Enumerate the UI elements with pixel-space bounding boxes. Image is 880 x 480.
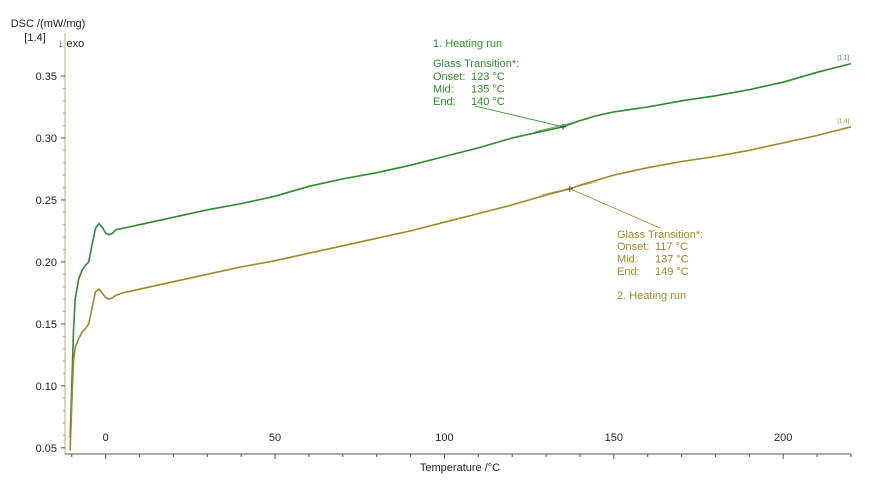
series-2-name: 2. Heating run xyxy=(617,290,686,302)
gt-1-title: Glass Transition*: xyxy=(433,58,519,70)
x-tick-label: 150 xyxy=(605,432,623,444)
gt-2-row-value: 149 °C xyxy=(655,266,689,278)
gt-1-leader xyxy=(474,105,564,128)
x-tick-label: 100 xyxy=(435,432,453,444)
gt-2-leader xyxy=(569,188,661,229)
gt-2-tangent xyxy=(541,181,598,196)
y-tick-label: 0.30 xyxy=(36,133,57,145)
x-tick-label: 0 xyxy=(103,432,109,444)
y-tick-label: 0.05 xyxy=(36,443,57,455)
gt-2-row-label: End: xyxy=(617,266,640,278)
gt-1-row-value: 135 °C xyxy=(471,84,505,96)
y-tick-label: 0.25 xyxy=(36,195,57,207)
series-line-2 xyxy=(69,126,852,451)
exo-marker: ↓ exo xyxy=(58,38,84,50)
gt-1-tangent xyxy=(534,118,589,133)
gt-2-row-label: Onset: xyxy=(617,241,649,253)
series-line-1 xyxy=(69,62,852,438)
gt-2-title: Glass Transition*: xyxy=(617,229,703,241)
gt-1-row-label: Mid: xyxy=(433,84,454,96)
gt-1-row-label: Onset: xyxy=(433,71,465,83)
x-axis-label: Temperature /°C xyxy=(420,462,500,474)
y-tick-label: 0.10 xyxy=(36,381,57,393)
gt-1-row-value: 140 °C xyxy=(471,96,505,108)
series-end-tag: [1.4] xyxy=(837,119,849,125)
y-tick-label: 0.35 xyxy=(36,71,57,83)
gt-1-row-label: End: xyxy=(433,96,456,108)
gt-1-row-value: 123 °C xyxy=(471,71,505,83)
gt-2-row-label: Mid: xyxy=(617,254,638,266)
series-end-tag: [1.1] xyxy=(837,56,849,62)
gt-2-row-value: 137 °C xyxy=(655,254,689,266)
x-tick-label: 200 xyxy=(774,432,792,444)
y-tick-label: 0.20 xyxy=(36,257,57,269)
x-tick-label: 50 xyxy=(269,432,281,444)
y-tick-label: 0.15 xyxy=(36,319,57,331)
series-1-name: 1. Heating run xyxy=(433,38,502,50)
gt-2-row-value: 117 °C xyxy=(655,241,688,253)
y-axis-prefix: [1.4] xyxy=(24,32,45,44)
y-axis-label: DSC /(mW/mg) xyxy=(11,18,86,30)
